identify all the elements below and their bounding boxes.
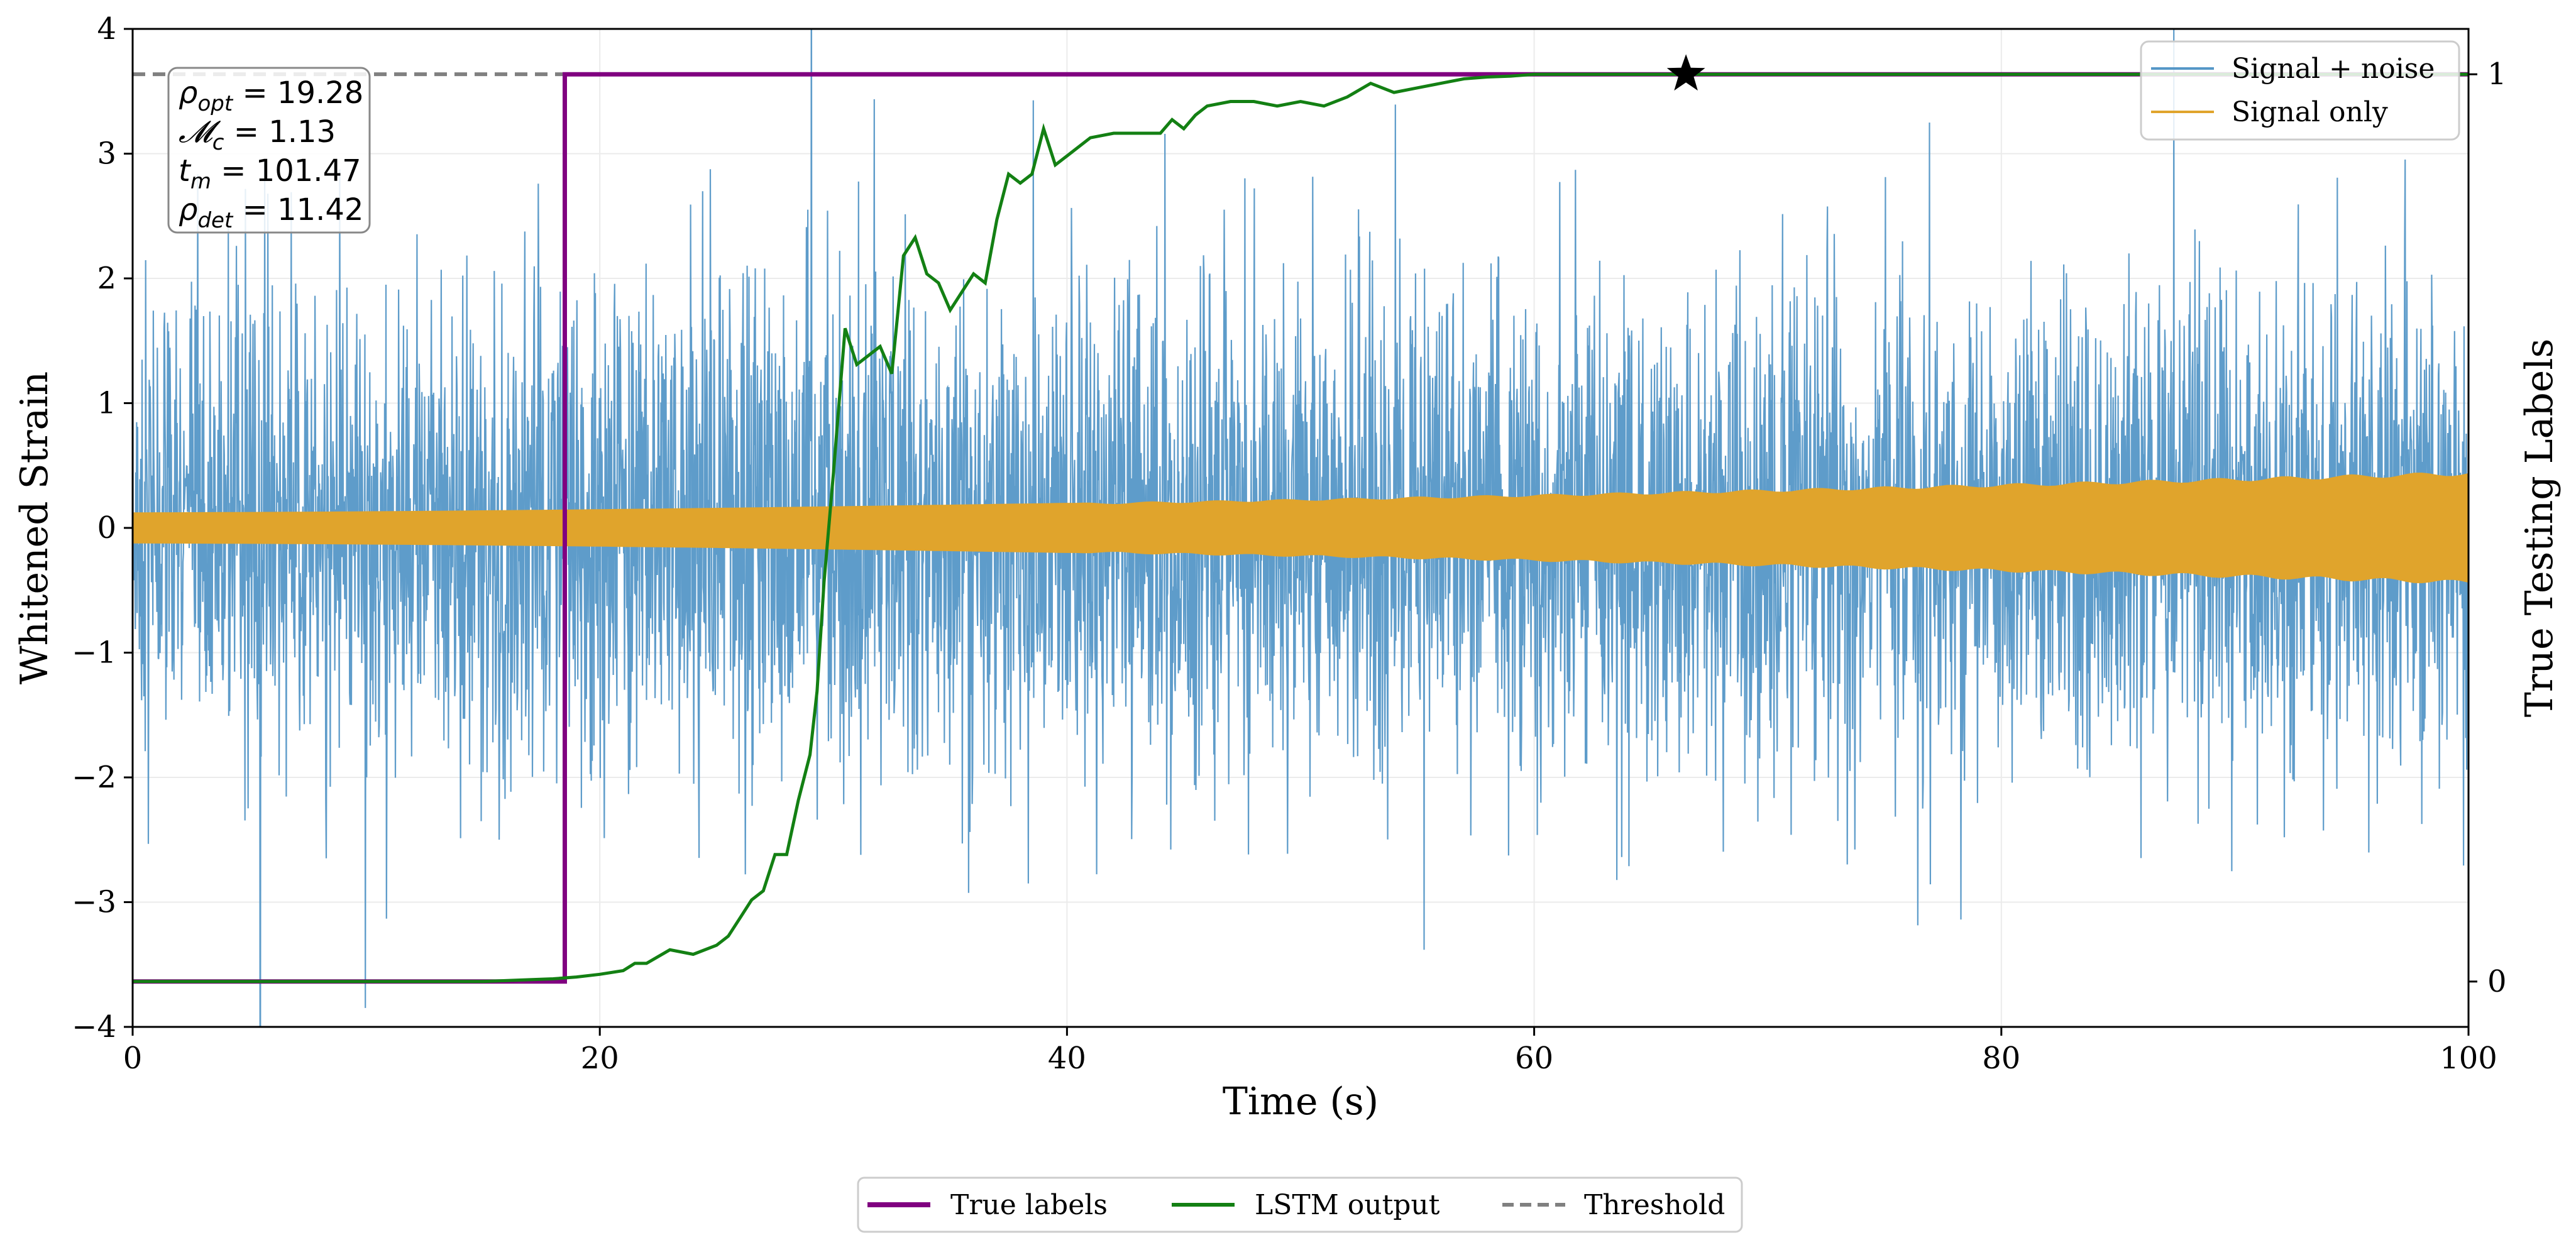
x-tick-label: 100: [2440, 1041, 2497, 1076]
legend-true-labels-label: True labels: [950, 1189, 1108, 1221]
info-subscript: c: [212, 130, 224, 155]
y-tick-label: 2: [97, 261, 116, 296]
info-symbol: ρ: [179, 75, 197, 111]
legend-threshold-label: Threshold: [1584, 1189, 1725, 1221]
legend-signal-noise-label: Signal + noise: [2232, 53, 2435, 85]
info-value: = 1.13: [224, 114, 336, 150]
y-tick-label: 0: [97, 510, 116, 546]
info-value: = 101.47: [211, 153, 361, 189]
y-tick-label: −3: [72, 885, 116, 920]
legend-bottom: True labels LSTM output Threshold: [857, 1176, 1743, 1233]
info-line: ρopt = 19.28: [179, 75, 363, 116]
lstm-output-line: [133, 72, 2469, 984]
y-tick-label: −4: [72, 1009, 116, 1044]
y-tick-label: −1: [72, 635, 116, 671]
legend-bottom-frame: [857, 1176, 1743, 1233]
marker-layer: [1666, 54, 1705, 91]
x-tick-label: 40: [1048, 1041, 1086, 1076]
y-tick-label: 1: [97, 386, 116, 421]
info-symbol: ρ: [179, 192, 197, 228]
y-axis-title: Whitened Strain: [13, 371, 57, 684]
info-line: tm = 101.47: [179, 153, 361, 194]
legend-signal-only-label: Signal only: [2232, 96, 2388, 128]
info-value: = 19.28: [233, 75, 363, 111]
x-axis-title: Time (s): [1223, 1080, 1379, 1124]
legend-lstm-output-label: LSTM output: [1255, 1189, 1440, 1221]
y-tick-label: 3: [97, 136, 116, 172]
x-tick-label: 20: [581, 1041, 619, 1076]
legend-top-frame: [2140, 40, 2460, 141]
info-subscript: m: [190, 169, 211, 194]
legend-top: Signal + noise Signal only: [2140, 40, 2460, 141]
plot-area: [133, 29, 2469, 1027]
info-symbol: t: [179, 153, 192, 189]
x-tick-label: 60: [1515, 1041, 1553, 1076]
x-tick-label: 80: [1982, 1041, 2020, 1076]
detection-star-icon: [1666, 54, 1705, 91]
x-tick-label: 0: [123, 1041, 143, 1076]
y-tick-label: 4: [97, 11, 116, 47]
y2-axis-title: True Testing Labels: [2518, 339, 2562, 718]
info-subscript: opt: [197, 91, 233, 116]
info-box-frame: [167, 67, 371, 234]
y-tick-label: −2: [72, 760, 116, 795]
info-line: 𝓜c = 1.13: [179, 114, 336, 155]
y2-tick-label: 0: [2487, 964, 2507, 999]
y2-tick-label: 1: [2487, 57, 2507, 92]
signal-only-line: [133, 472, 2469, 584]
info-value: = 11.42: [233, 192, 363, 228]
info-subscript: det: [197, 208, 234, 233]
signal-noise-line: [133, 29, 2469, 1027]
info-line: ρdet = 11.42: [179, 192, 363, 233]
